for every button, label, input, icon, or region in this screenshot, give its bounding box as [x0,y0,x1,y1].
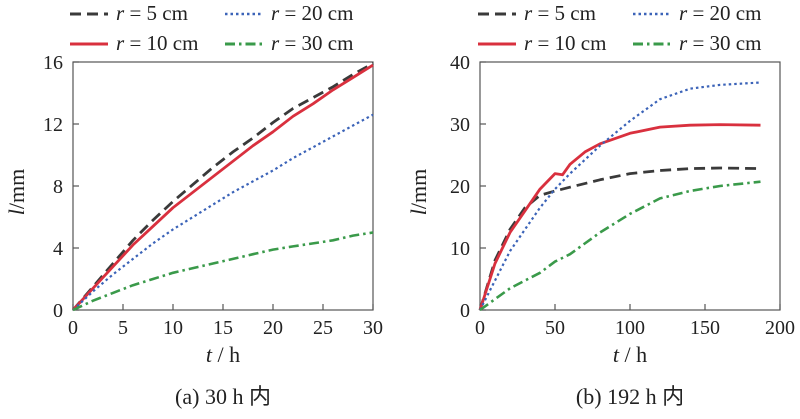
series-line-1 [71,62,374,311]
y-tick-label: 0 [460,300,470,322]
plot-frame [479,61,781,311]
y-tick-label: 8 [53,176,63,198]
panel-a: 0 5 10 15 20 25 30 0 4 8 12 16 t / h l/mm r = 5 cm r = … [4,1,383,409]
legend-label: r = 10 cm [524,31,606,55]
x-tick-label: 100 [615,317,645,339]
y-axis-label: l/mm [4,169,29,215]
series-line-2 [478,123,761,311]
y-tick-label: 12 [43,114,63,136]
x-tick-label: 50 [545,317,565,339]
x-tick-label: 5 [118,317,128,339]
series-line-4 [479,180,761,312]
legend-label: r = 5 cm [116,1,188,25]
x-tick-label: 150 [690,317,720,339]
x-tick-label: 30 [363,317,383,339]
y-tick-label: 16 [43,52,63,74]
x-tick-label: 25 [313,317,333,339]
y-tick-label: 0 [53,300,63,322]
legend-label: r = 20 cm [271,1,353,25]
series-line-4 [72,231,374,312]
panel-caption: (a) 30 h 内 [175,384,271,409]
series-line-2 [71,63,374,311]
legend-label: r = 30 cm [679,31,761,55]
x-axis-label: t / h [206,342,240,367]
legend-label: r = 5 cm [524,1,596,25]
series-line-1 [478,166,761,311]
plot-frame [72,61,374,311]
x-tick-label: 200 [765,317,795,339]
x-tick-label: 0 [475,317,485,339]
legend-label: r = 20 cm [679,1,761,25]
x-tick-label: 15 [213,317,233,339]
x-tick-label: 10 [163,317,183,339]
y-axis-label: l/mm [406,169,431,215]
x-axis-label: t / h [613,342,647,367]
panel-caption: (b) 192 h 内 [576,384,684,409]
y-tick-label: 20 [450,176,470,198]
series-line-3 [479,81,761,311]
x-tick-label: 20 [263,317,283,339]
y-tick-label: 30 [450,114,470,136]
series-line-3 [72,113,374,311]
y-tick-label: 10 [450,238,470,260]
y-tick-label: 40 [450,52,470,74]
legend-label: r = 10 cm [116,31,198,55]
y-tick-label: 4 [53,238,63,260]
legend-label: r = 30 cm [271,31,353,55]
x-tick-label: 0 [68,317,78,339]
panel-b: 0 50 100 150 200 0 10 20 30 40 t / h l/mm r = 5 cm r … [406,1,795,409]
